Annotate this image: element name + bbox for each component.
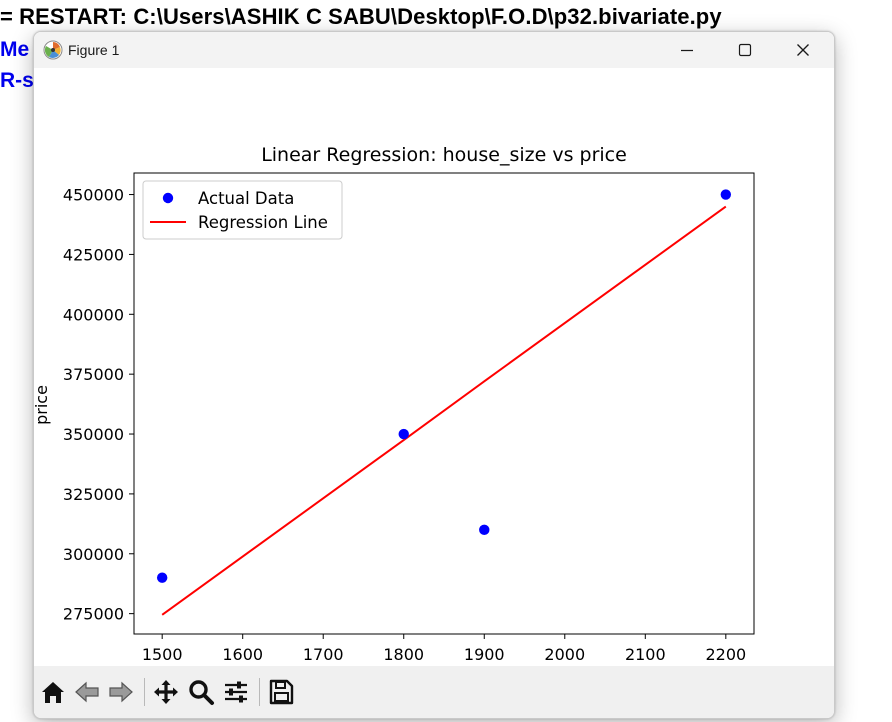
chart-title: Linear Regression: house_size vs price bbox=[261, 144, 627, 166]
data-point bbox=[479, 524, 490, 536]
data-point bbox=[720, 189, 732, 200]
y-axis-label: price bbox=[34, 385, 51, 425]
save-button[interactable] bbox=[264, 675, 298, 709]
y-tick-label: 400000 bbox=[63, 305, 124, 324]
axes-frame bbox=[133, 172, 755, 635]
legend-box bbox=[142, 180, 343, 240]
x-tick-label: 1900 bbox=[464, 645, 505, 664]
y-tick-label: 350000 bbox=[63, 425, 124, 444]
y-tick-label: 325000 bbox=[63, 485, 124, 504]
x-tick-label: 2000 bbox=[544, 645, 585, 664]
legend-marker-actual-data bbox=[162, 192, 174, 204]
figure-window: Figure 1 Linear Regression: house_size v… bbox=[33, 31, 835, 719]
matplotlib-app-icon bbox=[43, 40, 63, 60]
pan-icon bbox=[154, 680, 178, 704]
back-arrow-icon bbox=[75, 681, 99, 703]
close-icon bbox=[797, 44, 809, 56]
maximize-button[interactable] bbox=[716, 32, 774, 68]
regression-line bbox=[161, 205, 727, 616]
x-axis-ticks: 1500 1600 1700 1800 1900 2000 2100 2200 bbox=[142, 634, 746, 664]
save-icon bbox=[269, 679, 294, 705]
navigation-toolbar bbox=[34, 666, 834, 718]
data-point bbox=[398, 428, 409, 440]
home-button[interactable] bbox=[36, 675, 70, 709]
zoom-icon bbox=[189, 680, 214, 705]
configure-subplots-button[interactable] bbox=[219, 675, 253, 709]
minimize-button[interactable] bbox=[658, 32, 716, 68]
y-axis-ticks: 275000 300000 325000 350000 375000 400000 4250… bbox=[63, 186, 134, 624]
y-tick-label: 375000 bbox=[63, 365, 124, 384]
zoom-button[interactable] bbox=[184, 675, 218, 709]
x-tick-label: 2100 bbox=[625, 645, 666, 664]
title-bar[interactable]: Figure 1 bbox=[34, 32, 834, 68]
y-tick-label: 300000 bbox=[63, 545, 124, 564]
x-tick-label: 1500 bbox=[142, 645, 183, 664]
maximize-icon bbox=[738, 43, 752, 57]
y-tick-label: 450000 bbox=[63, 186, 124, 205]
shell-output-line-2: Me bbox=[0, 38, 30, 61]
toolbar-separator bbox=[259, 678, 260, 706]
back-button[interactable] bbox=[70, 675, 104, 709]
window-title: Figure 1 bbox=[68, 42, 120, 58]
data-point bbox=[156, 572, 168, 583]
legend-label-regression-line: Regression Line bbox=[198, 213, 328, 232]
x-tick-label: 2200 bbox=[705, 645, 746, 664]
legend-label-actual-data: Actual Data bbox=[198, 189, 294, 208]
toolbar-separator bbox=[144, 678, 145, 706]
plot-canvas[interactable]: Linear Regression: house_size vs price 1… bbox=[34, 68, 834, 666]
configure-subplots-icon bbox=[225, 681, 247, 703]
legend: Actual Data Regression Line bbox=[142, 180, 343, 240]
home-icon bbox=[42, 682, 64, 703]
pan-button[interactable] bbox=[149, 675, 183, 709]
forward-button[interactable] bbox=[104, 675, 138, 709]
shell-output-line-3: R-s bbox=[0, 69, 34, 92]
close-button[interactable] bbox=[774, 32, 832, 68]
minimize-icon bbox=[681, 49, 693, 52]
x-tick-label: 1700 bbox=[303, 645, 344, 664]
x-tick-label: 1600 bbox=[222, 645, 263, 664]
x-tick-label: 1800 bbox=[383, 645, 424, 664]
restart-line: = RESTART: C:\Users\ASHIK C SABU\Desktop… bbox=[0, 4, 722, 29]
series-layer bbox=[156, 189, 732, 616]
y-tick-label: 275000 bbox=[63, 605, 124, 624]
forward-arrow-icon bbox=[109, 681, 133, 703]
y-tick-label: 425000 bbox=[63, 245, 124, 264]
